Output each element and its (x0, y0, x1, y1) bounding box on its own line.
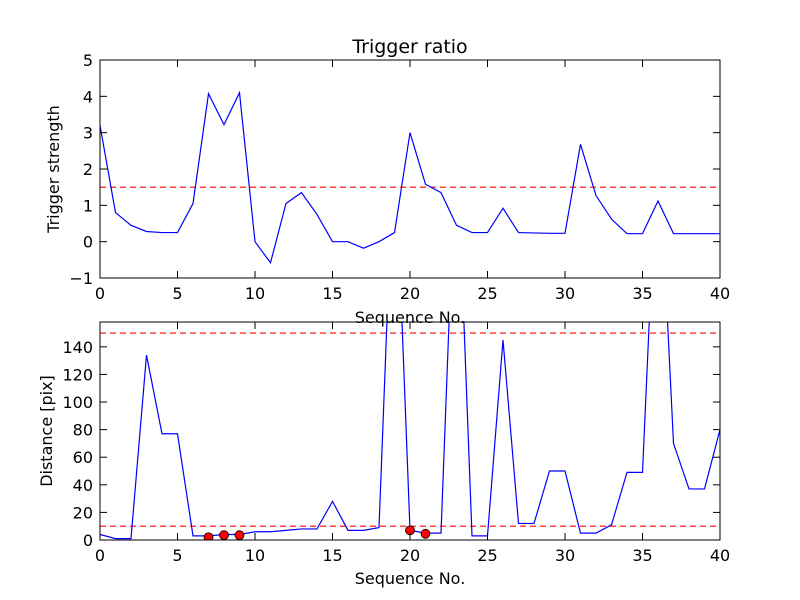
bottom-y-tick-label: 60 (73, 448, 93, 467)
bottom-y-tick-label: 0 (83, 531, 93, 550)
top-y-tick-label: 5 (83, 51, 93, 70)
top-x-tick-label: 35 (632, 284, 652, 303)
bottom-x-tick-label: 0 (95, 546, 105, 565)
top-series-line (100, 90, 720, 265)
top-plot-frame (99, 59, 721, 279)
bottom-data-marker (219, 530, 229, 540)
top-y-tick-label: 1 (83, 196, 93, 215)
top-y-tick-label: 0 (83, 233, 93, 252)
bottom-chart: 0 5 10 15 20 25 30 35 40 0 20 40 60 80 100 120 140 Seque… (37, 321, 730, 588)
top-y-tick-label: 4 (83, 87, 93, 106)
bottom-y-tick-label: 80 (73, 421, 93, 440)
top-y-tick-label: 2 (83, 160, 93, 179)
bottom-y-tick-label: 140 (62, 338, 93, 357)
bottom-x-tick-label: 35 (632, 546, 652, 565)
bottom-y-tick-label: 100 (62, 393, 93, 412)
bottom-x-tick-label: 10 (245, 546, 265, 565)
bottom-y-axis-label: Distance [pix] (37, 375, 56, 487)
top-y-tick-label: 3 (83, 124, 93, 143)
top-x-tick-label: 10 (245, 284, 265, 303)
top-x-tick-label: 0 (95, 284, 105, 303)
bottom-y-tick-label: 40 (73, 476, 93, 495)
bottom-data-marker (234, 530, 245, 540)
bottom-plot-frame (99, 321, 721, 541)
bottom-y-tick-label: 120 (62, 365, 93, 384)
bottom-x-tick-label: 20 (400, 546, 420, 565)
bottom-data-marker (420, 528, 431, 539)
bottom-x-axis-label: Sequence No. (355, 569, 466, 588)
top-x-tick-label: 5 (172, 284, 182, 303)
top-y-axis-label: Trigger strength (44, 105, 63, 234)
bottom-x-tick-label: 15 (322, 546, 342, 565)
top-x-tick-label: 40 (710, 284, 730, 303)
top-y-tick-label: −1 (69, 269, 93, 288)
bottom-axes: 0 5 10 15 20 25 30 35 40 0 20 40 60 80 100 120 140 (62, 322, 730, 565)
bottom-x-tick-label: 30 (555, 546, 575, 565)
bottom-data-marker (203, 532, 214, 540)
bottom-y-tick-label: 20 (73, 503, 93, 522)
top-chart-title: Trigger ratio (351, 36, 467, 58)
top-x-tick-label: 25 (477, 284, 497, 303)
top-x-tick-label: 30 (555, 284, 575, 303)
top-x-tick-label: 20 (400, 284, 420, 303)
bottom-x-tick-label: 5 (172, 546, 182, 565)
top-x-tick-label: 15 (322, 284, 342, 303)
bottom-x-tick-label: 25 (477, 546, 497, 565)
top-plot-area (100, 90, 720, 265)
bottom-plot-area (100, 322, 720, 540)
bottom-x-tick-label: 40 (710, 546, 730, 565)
